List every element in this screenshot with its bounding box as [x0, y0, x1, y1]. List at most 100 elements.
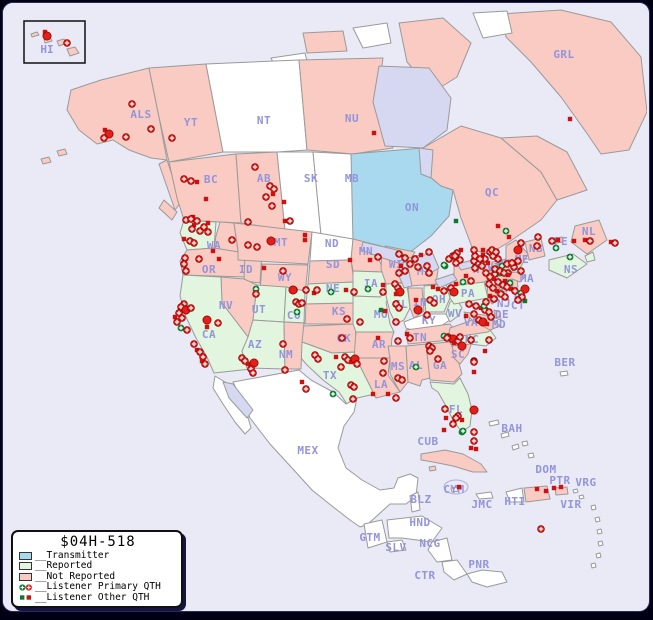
region-nll — [500, 135, 588, 201]
cayman-highlight-oval — [443, 479, 469, 495]
region-ncg — [427, 537, 453, 563]
listener-primary-qth-marker — [349, 395, 357, 403]
listener-other-qth-marker — [571, 238, 577, 244]
listener-other-qth-marker — [555, 237, 561, 243]
region-label-tx: TX — [323, 369, 337, 382]
listener-other-qth-marker — [398, 263, 404, 269]
legend-item-not-reported: __Not Reported — [19, 570, 177, 583]
region-hi1 — [30, 31, 40, 38]
listener-primary-qth-marker — [494, 255, 502, 263]
listener-other-qth-marker — [343, 287, 349, 293]
region-dom — [523, 485, 551, 503]
listener-primary-qth-marker-green — [327, 288, 335, 296]
region-label-nm: NM — [279, 348, 293, 361]
listener-other-qth-marker — [203, 196, 209, 202]
region-la2 — [594, 516, 601, 523]
water-body-hb — [372, 65, 452, 149]
region-label-va: VA — [464, 316, 478, 329]
region-la1 — [590, 504, 597, 511]
region-beri — [559, 370, 569, 377]
listener-primary-qth-marker — [281, 366, 289, 374]
region-ar5 — [472, 10, 513, 39]
region-label-ctr: CTR — [414, 569, 435, 582]
region-la6 — [590, 562, 597, 569]
region-label-qc: QC — [485, 186, 499, 199]
listener-cluster-marker — [413, 305, 423, 315]
region-label-gtm: GTM — [359, 531, 380, 544]
listener-other-qth-marker — [558, 484, 564, 490]
listener-other-qth-marker — [299, 379, 305, 385]
region-label-yt: YT — [184, 116, 198, 129]
region-label-bah: BAH — [501, 422, 522, 435]
listener-primary-qth-marker — [514, 296, 522, 304]
listener-primary-qth-marker — [379, 369, 387, 377]
listener-other-qth-marker — [608, 239, 614, 245]
listener-other-qth-marker — [473, 446, 479, 452]
listener-primary-qth-marker — [173, 318, 181, 326]
listener-primary-qth-marker — [353, 360, 361, 368]
listener-other-qth-marker-green — [453, 218, 459, 224]
listener-primary-qth-marker — [244, 241, 252, 249]
legend-item-transmitter: __Transmitter — [19, 550, 177, 562]
listener-primary-qth-marker-green — [459, 427, 467, 435]
listener-other-qth-marker-green — [522, 298, 528, 304]
listener-primary-qth-marker — [350, 383, 358, 391]
listener-cluster-marker — [266, 236, 276, 246]
listener-other-qth-marker — [468, 445, 474, 451]
listener-primary-qth-marker — [187, 177, 195, 185]
listener-primary-qth-marker — [489, 284, 497, 292]
listener-primary-qth-marker — [470, 246, 478, 254]
listener-cluster-marker — [42, 31, 52, 41]
listener-other-qth-marker — [471, 369, 477, 375]
listener-other-qth-marker — [205, 220, 211, 226]
listener-primary-qth-marker — [178, 314, 186, 322]
listener-other-qth-marker — [451, 340, 457, 346]
listener-primary-qth-marker — [425, 248, 433, 256]
listener-primary-qth-marker-green — [566, 253, 574, 261]
listener-primary-qth-marker — [302, 385, 310, 393]
listener-other-qth-marker — [302, 237, 308, 243]
map-frame: HIALSYTNTNUGRLBCABSKMBONQCNLNBPENSMEVTNH… — [2, 2, 650, 612]
listener-other-qth-marker — [413, 297, 419, 303]
listener-other-qth-marker — [430, 284, 436, 290]
legend-title: $04H-518 — [60, 533, 136, 550]
listener-other-qth-marker — [502, 278, 508, 284]
listener-primary-qth-marker — [501, 293, 509, 301]
listener-primary-qth-marker — [187, 304, 195, 312]
listener-other-qth-marker — [348, 359, 354, 365]
listener-primary-qth-marker — [249, 369, 257, 377]
listener-other-qth-marker — [102, 127, 108, 133]
region-label-mn: MN — [359, 245, 373, 258]
listener-primary-qth-marker-green — [329, 390, 337, 398]
listener-other-qth-marker — [204, 324, 210, 330]
region-la5 — [595, 552, 602, 559]
listener-primary-qth-marker — [456, 333, 464, 341]
listener-primary-qth-marker-green — [364, 285, 372, 293]
listener-cluster-marker — [457, 341, 467, 351]
region-label-num: NU — [345, 112, 359, 125]
listener-primary-qth-marker — [394, 337, 402, 345]
listener-primary-qth-marker — [343, 315, 351, 323]
listener-primary-qth-marker — [476, 255, 484, 263]
water-body-jb — [418, 147, 434, 179]
listener-other-qth-marker — [347, 257, 353, 263]
listener-other-qth-marker — [551, 485, 557, 491]
listener-cluster-marker — [288, 285, 298, 295]
region-label-tn: TN — [413, 331, 427, 344]
listener-primary-qth-marker — [414, 263, 422, 271]
listener-primary-qth-marker — [168, 134, 176, 142]
listener-cluster-marker — [520, 284, 530, 294]
legend-item-label: __Not Reported — [35, 570, 116, 582]
listener-primary-qth-marker — [443, 334, 451, 342]
listener-primary-qth-marker — [395, 250, 403, 258]
listener-other-qth-marker — [281, 199, 287, 205]
listener-primary-qth-marker — [204, 228, 212, 236]
listener-other-qth-marker — [367, 257, 373, 263]
listener-other-qth-marker — [311, 290, 317, 296]
listener-primary-qth-marker — [286, 217, 294, 225]
listener-other-qth-marker — [282, 218, 288, 224]
region-label-sd: SD — [326, 258, 340, 271]
region-label-cym: CYM — [443, 483, 464, 496]
listener-other-qth-marker — [485, 260, 491, 266]
listener-primary-qth-marker — [188, 225, 196, 233]
